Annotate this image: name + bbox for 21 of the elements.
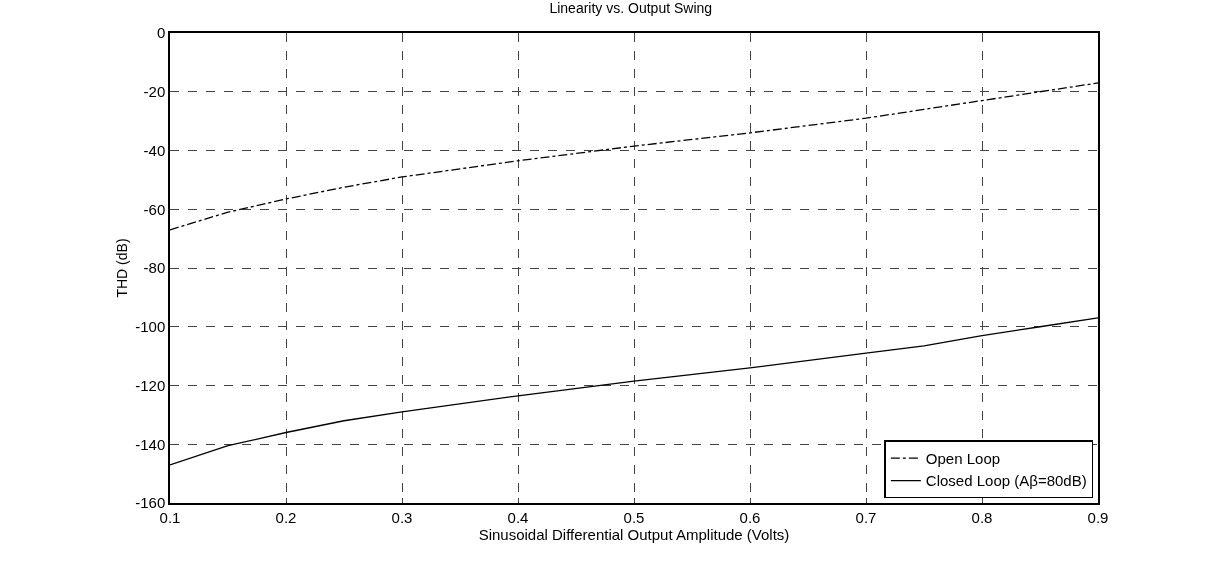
x-tick-label: 0.4	[507, 508, 529, 526]
y-tick-label: -60	[143, 200, 166, 218]
x-tick-label: 0.7	[855, 508, 877, 526]
x-tick-label: 0.8	[971, 508, 993, 526]
x-axis-title: Sinusoidal Differential Output Amplitude (Volts)	[478, 525, 790, 543]
legend-label: Open Loop	[925, 449, 1001, 467]
legend-label: Closed Loop (Aβ=80dB)	[925, 472, 1087, 490]
y-axis-title: THD (dB)	[114, 238, 131, 298]
y-tick-label: -20	[143, 83, 166, 100]
y-tick-label: -140	[135, 435, 166, 453]
y-tick-label: -120	[135, 376, 166, 394]
x-tick-label: 0.2	[275, 508, 297, 526]
x-tick-label: 0.6	[739, 508, 761, 526]
chart-title: Linearity vs. Output Swing	[549, 0, 713, 16]
y-tick-label: -80	[143, 259, 166, 277]
x-tick-label: 0.9	[1087, 508, 1109, 526]
y-tick-label: -40	[143, 141, 166, 159]
x-tick-label: 0.5	[623, 508, 645, 526]
y-tick-label: 0	[156, 24, 166, 42]
y-tick-label: -100	[135, 318, 166, 335]
x-tick-label: 0.3	[391, 508, 413, 526]
